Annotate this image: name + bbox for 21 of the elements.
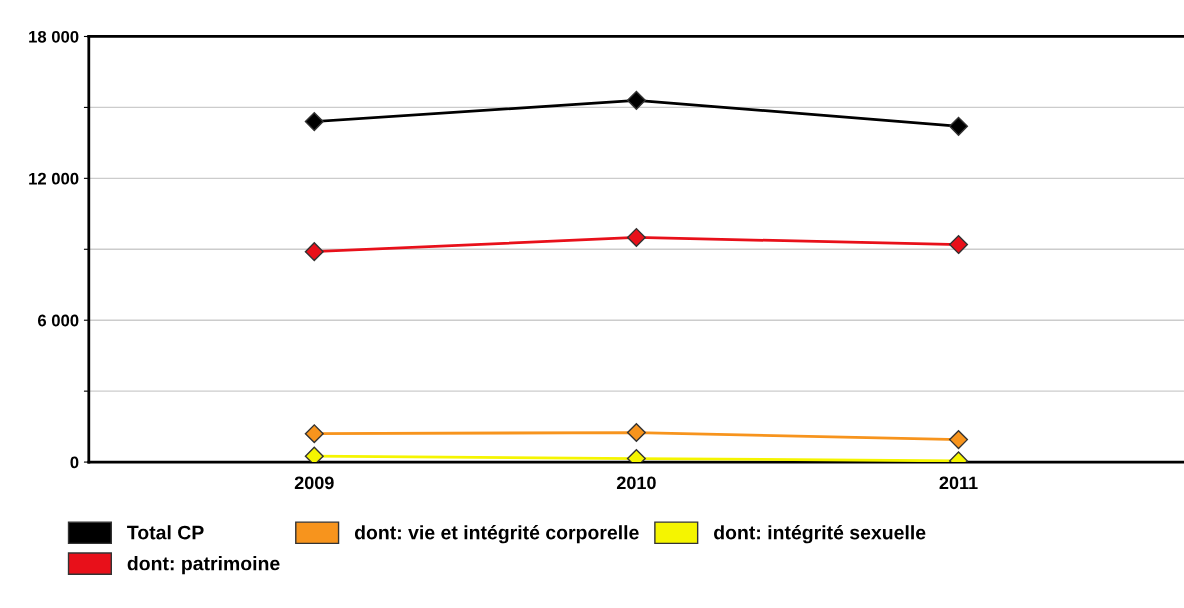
legend-label: dont: vie et intégrité corporelle [354, 524, 639, 544]
y-tick-label: 18 000 [29, 30, 79, 43]
point [304, 446, 324, 463]
point [948, 430, 969, 450]
x-tick-label: 2010 [616, 476, 656, 490]
point [304, 242, 324, 262]
y-tick-label: 12 000 [29, 172, 79, 185]
point [626, 90, 646, 110]
x-tick-label: 2011 [939, 476, 978, 490]
point [626, 227, 646, 247]
y-tick-label: 6 000 [37, 314, 79, 327]
legend-label: dont: patrimoine [127, 556, 280, 575]
y-tick-label: 0 [70, 456, 79, 469]
legend-label: Total CP [127, 525, 204, 540]
point [304, 424, 324, 444]
point [304, 112, 324, 132]
legend-label: dont: intégrité sexuelle [714, 524, 926, 544]
x-tick-label: 2009 [294, 476, 334, 490]
point [948, 116, 969, 136]
point [626, 422, 646, 443]
point [948, 235, 969, 255]
